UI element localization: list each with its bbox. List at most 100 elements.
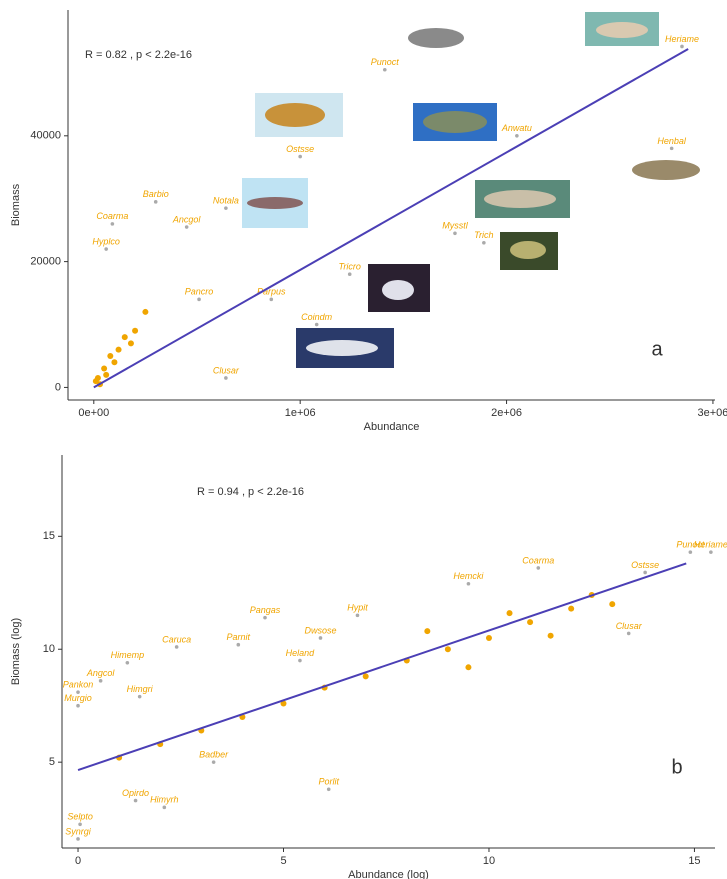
- y-tick-label: 40000: [30, 130, 61, 142]
- point: [355, 613, 360, 618]
- annotation: R = 0.82 , p < 2.2e-16: [85, 49, 192, 61]
- point-label: Selpto: [67, 812, 93, 822]
- point-label: Pancro: [185, 287, 214, 297]
- point: [688, 550, 693, 554]
- point-label: Clusar: [616, 621, 643, 631]
- point: [326, 787, 331, 792]
- point-label: Hemcki: [453, 571, 484, 581]
- point: [76, 837, 80, 841]
- annotation: R = 0.94 , p < 2.2e-16: [197, 486, 304, 498]
- y-tick-label: 15: [43, 530, 55, 542]
- point: [680, 44, 684, 49]
- point: [162, 805, 167, 810]
- point: [347, 272, 352, 276]
- point: [453, 231, 457, 236]
- point-label: Anwatu: [501, 123, 532, 133]
- point: [115, 346, 122, 353]
- point-label: Synrgi: [65, 826, 92, 836]
- point: [137, 694, 142, 699]
- y-tick-label: 10: [43, 643, 55, 655]
- fish-shape: [484, 190, 556, 208]
- point: [709, 550, 713, 554]
- point-label: Opirdo: [122, 788, 149, 798]
- fish-shape: [596, 22, 648, 38]
- fish-shape: [423, 111, 487, 133]
- point: [125, 660, 130, 665]
- point-label: Coarma: [96, 211, 128, 221]
- point-label: Ostsse: [286, 144, 314, 154]
- point: [465, 664, 472, 671]
- point-label: Coindm: [301, 312, 333, 322]
- point: [92, 378, 99, 385]
- y-tick-label: 20000: [30, 256, 61, 268]
- point-label: Notala: [213, 196, 239, 206]
- fish-shape: [306, 340, 378, 356]
- point-label: Murgio: [64, 693, 92, 703]
- x-axis-label: Abundance (log): [348, 869, 429, 879]
- point-label: Himemp: [111, 650, 145, 660]
- point: [76, 690, 80, 694]
- fit-line: [77, 562, 687, 772]
- point: [104, 247, 108, 251]
- point: [132, 327, 139, 334]
- fish-shape: [265, 103, 325, 127]
- point-label: Mysstl: [442, 221, 468, 231]
- point: [103, 371, 110, 378]
- panel-label: b: [671, 756, 682, 778]
- y-axis-label: Biomass (log): [10, 618, 22, 685]
- point: [224, 376, 228, 380]
- point: [101, 365, 108, 372]
- point: [127, 340, 134, 347]
- point: [263, 615, 267, 620]
- y-tick-label: 5: [49, 756, 55, 768]
- point-label: Heriame: [694, 539, 727, 549]
- point: [184, 225, 189, 229]
- panel-label: a: [651, 338, 663, 360]
- x-tick-label: 5: [280, 855, 286, 867]
- point-label: Hypit: [347, 603, 368, 613]
- point-label: Clusar: [213, 365, 240, 375]
- point: [107, 352, 114, 359]
- point-label: Punoct: [371, 57, 400, 67]
- fish-photo: [632, 160, 700, 180]
- point: [110, 222, 115, 226]
- point: [424, 628, 431, 635]
- x-axis-label: Abundance: [364, 421, 420, 433]
- point: [362, 673, 369, 680]
- point: [298, 658, 302, 663]
- point-label: Dwsose: [304, 625, 336, 635]
- point-label: Pangas: [250, 605, 281, 615]
- point: [382, 67, 387, 72]
- point-label: Barbio: [143, 189, 169, 199]
- x-tick-label: 2e+06: [491, 407, 522, 419]
- point-label: Himyrh: [150, 795, 179, 805]
- fish-photo: [408, 28, 464, 48]
- fit-line: [93, 48, 689, 389]
- point-label: Heland: [286, 648, 316, 658]
- point: [211, 760, 216, 764]
- point-label: Hyplco: [92, 236, 120, 246]
- x-tick-label: 0: [75, 855, 81, 867]
- fish-photos: [242, 12, 700, 368]
- point: [626, 631, 631, 636]
- point-label: Coarma: [522, 555, 554, 565]
- x-tick-label: 1e+06: [285, 407, 316, 419]
- point: [482, 240, 486, 245]
- point: [547, 632, 554, 639]
- point-label: Ostsse: [631, 560, 659, 570]
- point: [121, 334, 128, 341]
- point: [485, 634, 492, 641]
- point: [142, 308, 149, 315]
- point: [515, 134, 519, 138]
- point: [527, 619, 534, 626]
- point: [314, 322, 319, 327]
- point-label: Heriame: [665, 34, 699, 44]
- point: [643, 570, 647, 575]
- point: [111, 359, 118, 366]
- point: [444, 646, 451, 653]
- point: [197, 297, 201, 302]
- point: [280, 700, 287, 707]
- point-label: Trich: [474, 230, 493, 240]
- point: [76, 703, 80, 708]
